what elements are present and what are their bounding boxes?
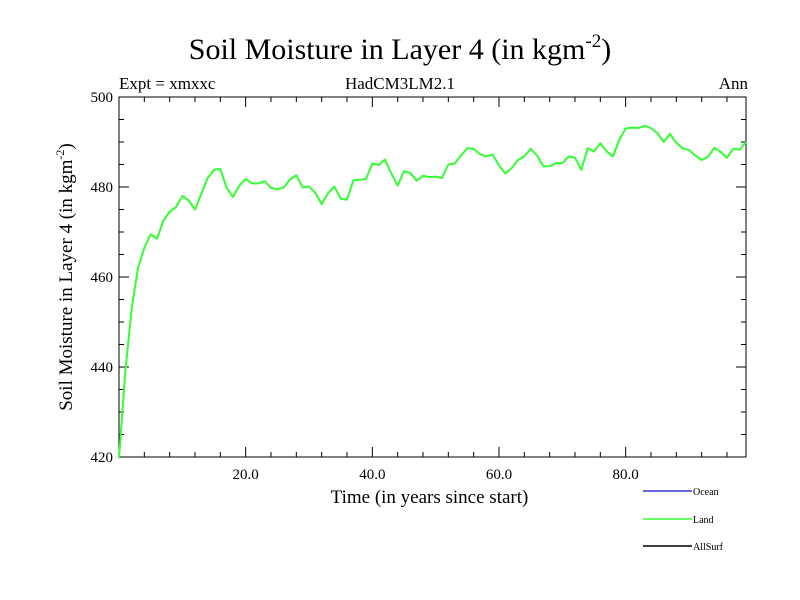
period-label: Ann (718, 74, 748, 93)
series-line-land (118, 124, 747, 459)
legend: Ocean Land AllSurf (643, 487, 724, 553)
x-tick-label: 80.0 (613, 467, 639, 483)
y-axis-label-text: Soil Moisture in Layer 4 (in kgm (56, 159, 77, 410)
axis-titles: Time (in years since start) Soil Moisture… (53, 143, 528, 508)
legend-label-land: Land (693, 515, 714, 526)
y-axis-label: Soil Moisture in Layer 4 (in kgm-2) (53, 143, 77, 411)
x-axis-label: Time (in years since start) (331, 487, 529, 508)
chart-title: Soil Moisture in Layer 4 (in kgm-2) (0, 32, 800, 68)
model-label: HadCM3LM2.1 (344, 74, 456, 93)
x-tick-label: 20.0 (233, 467, 259, 483)
chart-title-close: ) (601, 33, 612, 66)
chart-title-text: Soil Moisture in Layer 4 (in kgm (188, 33, 586, 66)
legend-label-allsurf: AllSurf (693, 542, 724, 553)
y-tick-label: 440 (91, 360, 114, 376)
y-axis-label-close: ) (56, 143, 77, 149)
y-tick-label: 420 (91, 450, 114, 466)
y-tick-label: 500 (91, 90, 114, 106)
axis-ticks (119, 96, 746, 458)
series-group (118, 124, 747, 459)
x-tick-label: 60.0 (486, 467, 512, 483)
plot-border (118, 96, 747, 458)
chart-title-superscript: -2 (585, 31, 602, 52)
experiment-label: Expt = xmxxc (119, 74, 216, 93)
x-tick-label: 40.0 (359, 467, 385, 483)
legend-label-ocean: Ocean (693, 487, 719, 498)
y-axis-label-superscript: -2 (53, 150, 67, 160)
plot-frame (118, 96, 747, 458)
y-tick-label: 480 (91, 180, 114, 196)
y-tick-label: 460 (91, 270, 114, 286)
axis-tick-labels: 20.0 40.0 60.0 80.0 420 440 460 480 500 (91, 90, 639, 483)
